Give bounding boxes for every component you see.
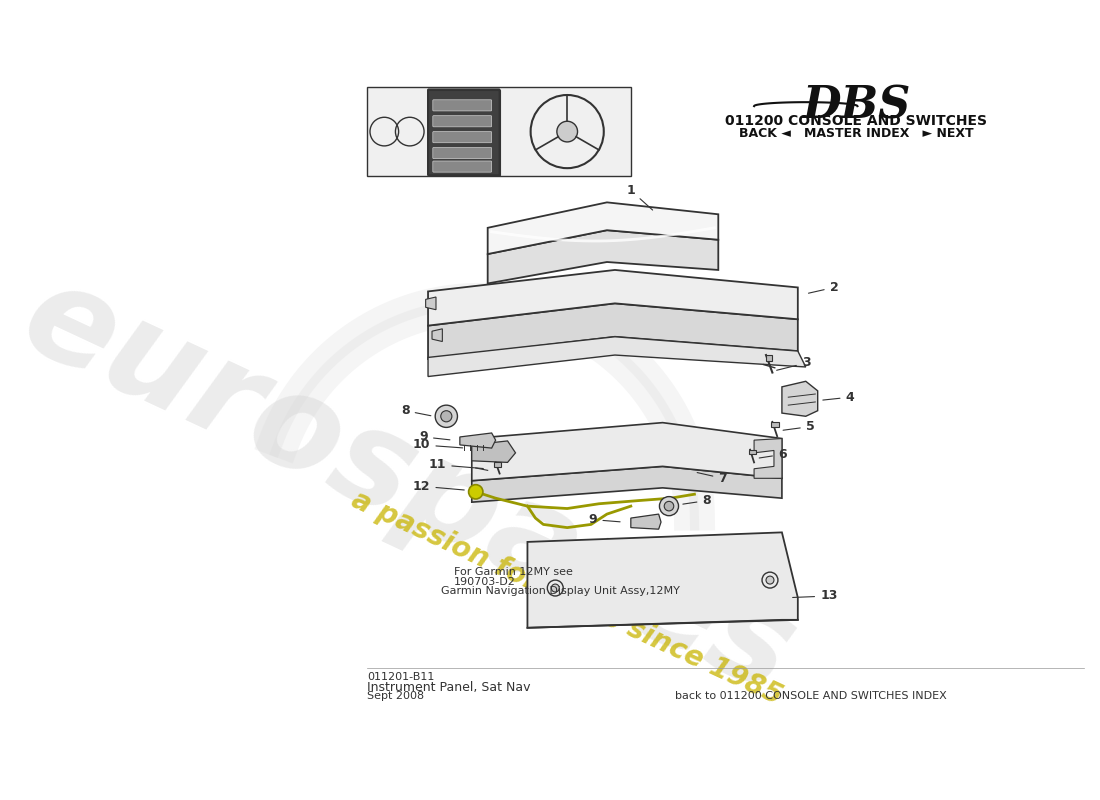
Text: BACK ◄   MASTER INDEX   ► NEXT: BACK ◄ MASTER INDEX ► NEXT bbox=[738, 127, 974, 140]
Text: For Garmin 12MY see: For Garmin 12MY see bbox=[454, 567, 573, 578]
FancyBboxPatch shape bbox=[432, 100, 492, 111]
Text: 6: 6 bbox=[759, 448, 786, 461]
Circle shape bbox=[766, 576, 774, 584]
Circle shape bbox=[469, 485, 483, 499]
Polygon shape bbox=[494, 462, 502, 467]
Circle shape bbox=[551, 584, 559, 592]
Text: 1: 1 bbox=[626, 184, 652, 210]
Text: 190703-D2: 190703-D2 bbox=[454, 577, 516, 587]
Polygon shape bbox=[755, 438, 782, 478]
Circle shape bbox=[436, 405, 458, 427]
Polygon shape bbox=[487, 230, 718, 283]
Text: Instrument Panel, Sat Nav: Instrument Panel, Sat Nav bbox=[366, 681, 530, 694]
Polygon shape bbox=[771, 422, 779, 427]
Circle shape bbox=[664, 502, 674, 511]
Text: Garmin Navigation Display Unit Assy,12MY: Garmin Navigation Display Unit Assy,12MY bbox=[441, 586, 680, 597]
Polygon shape bbox=[366, 87, 630, 176]
Polygon shape bbox=[782, 382, 817, 416]
Polygon shape bbox=[460, 433, 496, 448]
Text: back to 011200 CONSOLE AND SWITCHES INDEX: back to 011200 CONSOLE AND SWITCHES INDE… bbox=[674, 690, 946, 701]
Circle shape bbox=[659, 497, 679, 516]
Polygon shape bbox=[428, 270, 798, 326]
FancyBboxPatch shape bbox=[432, 116, 492, 127]
Polygon shape bbox=[472, 422, 782, 481]
Text: 10: 10 bbox=[412, 438, 463, 451]
Text: 5: 5 bbox=[783, 420, 814, 433]
Text: 011200 CONSOLE AND SWITCHES: 011200 CONSOLE AND SWITCHES bbox=[725, 114, 987, 128]
Text: 8: 8 bbox=[402, 404, 431, 418]
Polygon shape bbox=[428, 337, 806, 377]
Text: 12: 12 bbox=[412, 480, 464, 493]
FancyBboxPatch shape bbox=[432, 161, 492, 172]
Polygon shape bbox=[432, 329, 442, 342]
Text: Sept 2008: Sept 2008 bbox=[366, 690, 424, 701]
Polygon shape bbox=[487, 202, 718, 254]
Polygon shape bbox=[766, 355, 772, 362]
Polygon shape bbox=[426, 297, 436, 310]
Text: 9: 9 bbox=[588, 513, 620, 526]
Polygon shape bbox=[748, 450, 756, 454]
Polygon shape bbox=[472, 466, 782, 502]
Text: 9: 9 bbox=[419, 430, 450, 443]
Text: 011201-B11: 011201-B11 bbox=[366, 672, 434, 682]
Text: eurospares: eurospares bbox=[3, 252, 813, 720]
Text: 4: 4 bbox=[823, 390, 855, 404]
FancyBboxPatch shape bbox=[432, 131, 492, 142]
Text: 8: 8 bbox=[683, 494, 711, 507]
FancyBboxPatch shape bbox=[432, 147, 492, 158]
Polygon shape bbox=[630, 514, 661, 529]
Circle shape bbox=[557, 122, 578, 142]
Text: 11: 11 bbox=[429, 458, 483, 471]
Text: 7: 7 bbox=[697, 472, 727, 485]
Text: a passion for parts since 1985: a passion for parts since 1985 bbox=[348, 485, 786, 710]
Text: DBS: DBS bbox=[802, 85, 910, 128]
Polygon shape bbox=[428, 90, 499, 174]
Text: 3: 3 bbox=[777, 357, 811, 370]
Polygon shape bbox=[527, 532, 798, 628]
Text: 2: 2 bbox=[808, 281, 838, 294]
Polygon shape bbox=[472, 441, 516, 462]
Text: 13: 13 bbox=[793, 590, 837, 602]
Circle shape bbox=[441, 410, 452, 422]
Polygon shape bbox=[428, 303, 798, 359]
